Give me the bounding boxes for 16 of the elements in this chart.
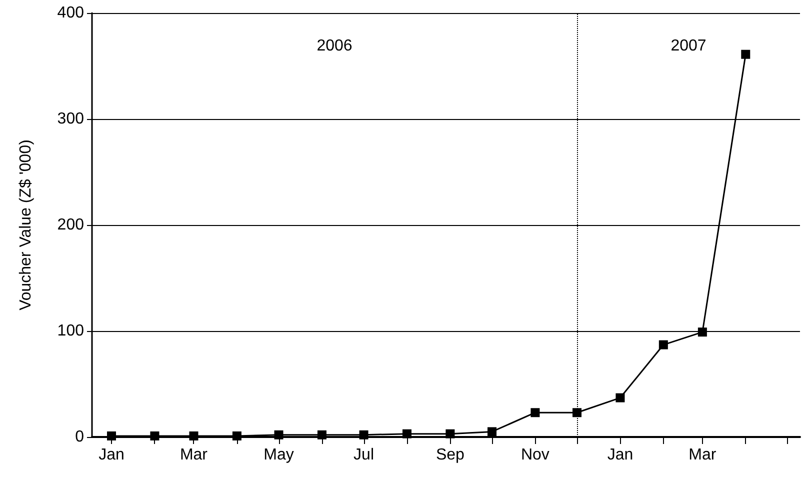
y-tick-label: 0	[75, 428, 84, 446]
y-tick-label: 300	[57, 110, 84, 128]
annotation: 2007	[670, 38, 706, 54]
y-tick-label: 400	[57, 4, 84, 22]
x-tick-label: Mar	[180, 446, 208, 464]
x-tick-label: Nov	[520, 446, 550, 464]
y-tick-label: 200	[57, 216, 84, 234]
y-axis-title: Voucher Value (Z$ '000)	[18, 140, 34, 310]
x-tick-label: Jan	[607, 446, 634, 464]
x-tick-label: Sep	[436, 446, 465, 464]
annotation: 2006	[316, 38, 352, 54]
x-tick-label: May	[264, 446, 294, 464]
x-tick-label: Jan	[98, 446, 124, 464]
x-tick-label: Mar	[688, 446, 717, 464]
x-tick-label: Jul	[354, 446, 374, 464]
y-tick-label: 100	[57, 322, 84, 340]
